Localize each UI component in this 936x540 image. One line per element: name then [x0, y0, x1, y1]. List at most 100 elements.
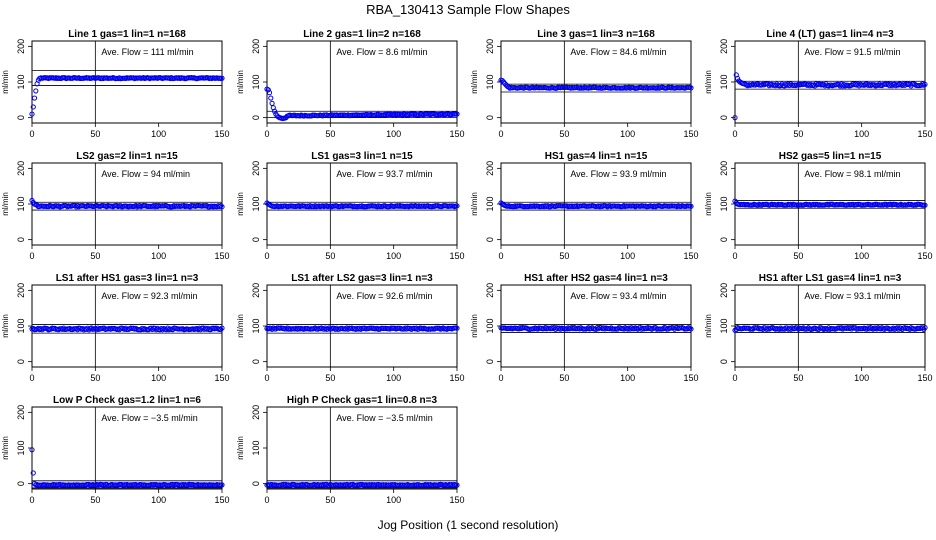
- x-tick-label: 0: [29, 373, 34, 383]
- x-tick-label: 100: [386, 495, 401, 505]
- y-tick-label: 0: [719, 115, 729, 120]
- y-axis-label: ml/min: [236, 192, 245, 216]
- panel-title: HS1 after HS2 gas=4 lin=1 n=3: [524, 273, 668, 284]
- data-point: [218, 203, 224, 209]
- y-tick-label: 200: [251, 161, 261, 176]
- data-point: [219, 325, 225, 331]
- y-axis-label: ml/min: [236, 314, 245, 338]
- y-tick-label: 100: [485, 318, 495, 333]
- x-tick-label: 0: [264, 373, 269, 383]
- x-tick-label: 100: [620, 251, 635, 261]
- x-tick-label: 50: [559, 373, 569, 383]
- panel-title: LS1 after HS1 gas=3 lin=1 n=3: [56, 273, 199, 284]
- x-tick-label: 50: [325, 495, 335, 505]
- average-flow-annotation: Ave. Flow = −3.5 ml/min: [101, 413, 197, 423]
- y-tick-label: 100: [251, 318, 261, 333]
- y-tick-label: 0: [251, 359, 261, 364]
- x-tick-label: 0: [29, 495, 34, 505]
- panel-title: HS2 gas=5 lin=1 n=15: [779, 151, 882, 162]
- x-tick-label: 150: [214, 373, 229, 383]
- data-point: [265, 87, 271, 93]
- x-tick-label: 100: [151, 251, 166, 261]
- x-tick-label: 100: [854, 251, 869, 261]
- panel-title: HS1 after LS1 gas=4 lin=1 n=3: [759, 273, 902, 284]
- data-point: [919, 81, 926, 87]
- y-tick-label: 200: [16, 39, 26, 54]
- panel-title: LS1 after LS2 gas=3 lin=1 n=3: [291, 273, 433, 284]
- panel-1: Line 1 gas=1 lin=1 n=168 0 50 100 150 0 100 200…: [1, 29, 230, 139]
- y-tick-label: 100: [485, 74, 495, 89]
- x-tick-label: 0: [264, 251, 269, 261]
- panel-11: HS1 after HS2 gas=4 lin=1 n=3 0 50 100 150 0 1…: [470, 273, 699, 383]
- x-tick-label: 0: [264, 129, 269, 139]
- x-tick-label: 150: [449, 251, 464, 261]
- x-tick-label: 50: [793, 373, 803, 383]
- data-point: [922, 325, 928, 331]
- x-tick-label: 150: [449, 373, 464, 383]
- y-tick-label: 100: [16, 74, 26, 89]
- data-point: [31, 95, 38, 101]
- data-point: [269, 100, 275, 106]
- y-axis-label: ml/min: [704, 314, 713, 338]
- y-tick-label: 200: [485, 39, 495, 54]
- data-point: [219, 204, 225, 210]
- y-tick-label: 100: [719, 196, 729, 211]
- y-tick-label: 200: [16, 405, 26, 420]
- y-tick-label: 0: [251, 481, 261, 486]
- y-tick-label: 0: [485, 359, 495, 364]
- y-axis-label: ml/min: [470, 314, 479, 338]
- y-tick-label: 200: [251, 39, 261, 54]
- x-tick-label: 100: [386, 251, 401, 261]
- average-flow-annotation: Ave. Flow = 8.6 ml/min: [336, 47, 427, 57]
- x-tick-label: 150: [449, 129, 464, 139]
- y-tick-label: 200: [719, 161, 729, 176]
- panel-title: High P Check gas=1 lin=0.8 n=3: [287, 395, 438, 406]
- y-tick-label: 0: [251, 237, 261, 242]
- x-tick-label: 50: [325, 373, 335, 383]
- y-tick-label: 100: [485, 196, 495, 211]
- y-tick-label: 0: [485, 115, 495, 120]
- y-tick-label: 200: [485, 161, 495, 176]
- data-point: [734, 75, 741, 82]
- average-flow-annotation: Ave. Flow = −3.5 ml/min: [336, 413, 432, 423]
- x-tick-label: 50: [793, 129, 803, 139]
- data-point: [922, 81, 928, 88]
- panel-8: HS2 gas=5 lin=1 n=15 0 50 100 150 0 100 200 ml/m…: [704, 151, 933, 261]
- y-axis-label: ml/min: [1, 70, 10, 94]
- figure-title: RBA_130413 Sample Flow Shapes: [366, 2, 570, 17]
- x-tick-label: 100: [386, 129, 401, 139]
- data-point: [454, 203, 460, 209]
- y-tick-label: 100: [16, 318, 26, 333]
- x-tick-label: 50: [559, 251, 569, 261]
- x-tick-label: 50: [793, 251, 803, 261]
- data-point: [688, 203, 694, 209]
- x-tick-label: 0: [498, 129, 503, 139]
- panel-title: Low P Check gas=1.2 lin=1 n=6: [53, 395, 201, 406]
- x-tick-label: 100: [620, 373, 635, 383]
- x-tick-label: 100: [854, 129, 869, 139]
- x-tick-label: 150: [214, 251, 229, 261]
- average-flow-annotation: Ave. Flow = 92.3 ml/min: [101, 291, 197, 301]
- x-tick-label: 150: [917, 251, 932, 261]
- x-tick-label: 0: [29, 251, 34, 261]
- y-tick-label: 0: [16, 115, 26, 120]
- x-tick-label: 0: [732, 251, 737, 261]
- data-point: [454, 325, 460, 331]
- y-axis-label: ml/min: [236, 70, 245, 94]
- average-flow-annotation: Ave. Flow = 93.7 ml/min: [336, 169, 432, 179]
- y-tick-label: 100: [251, 196, 261, 211]
- x-tick-label: 150: [683, 373, 698, 383]
- x-tick-label: 100: [151, 495, 166, 505]
- y-tick-label: 100: [719, 318, 729, 333]
- panel-5: LS2 gas=2 lin=1 n=15 0 50 100 150 0 100 200 ml/m…: [1, 151, 230, 261]
- y-axis-label: ml/min: [704, 70, 713, 94]
- y-tick-label: 0: [485, 237, 495, 242]
- x-tick-label: 0: [498, 251, 503, 261]
- data-point: [688, 326, 694, 332]
- y-tick-label: 200: [16, 161, 26, 176]
- x-tick-label: 0: [29, 129, 34, 139]
- x-tick-label: 150: [683, 251, 698, 261]
- data-point: [272, 108, 278, 114]
